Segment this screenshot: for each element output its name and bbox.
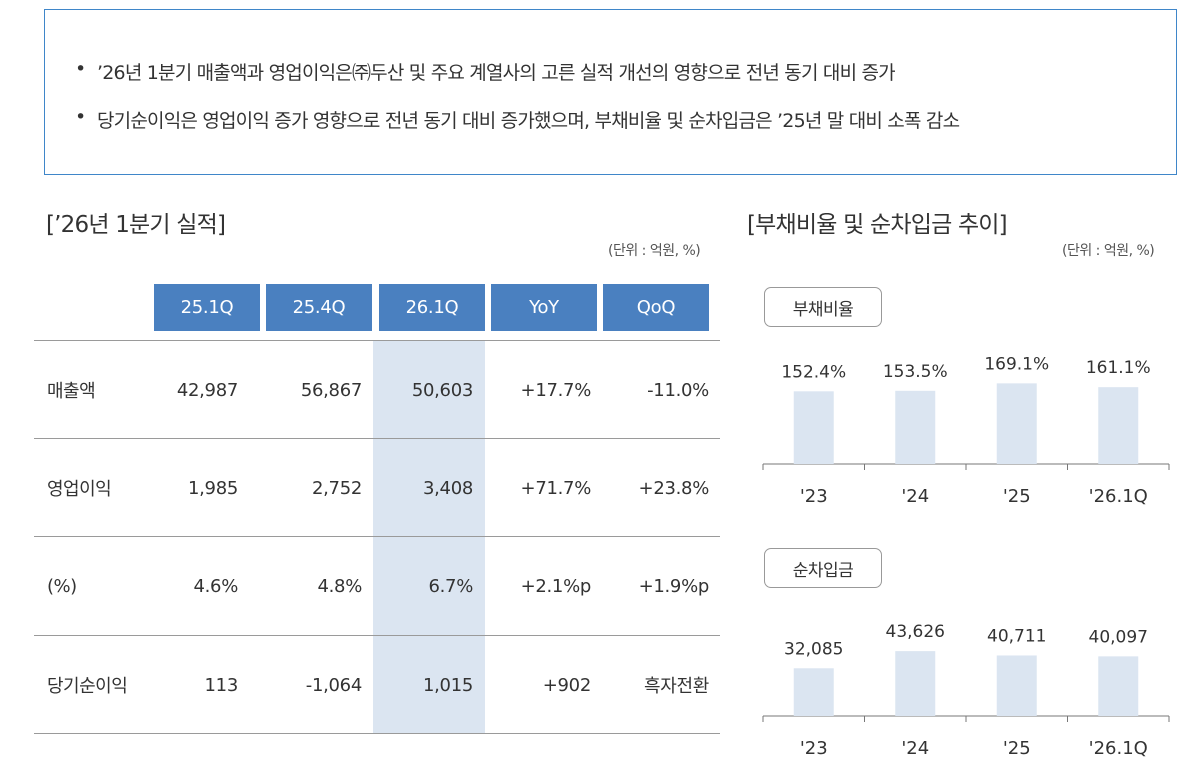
highlight-column (373, 341, 485, 733)
cell: +2.1%p (520, 575, 592, 597)
bar (793, 391, 834, 464)
cell: 3,408 (422, 477, 473, 499)
x-tick-label: '26.1Q (1089, 486, 1148, 507)
trend-unit: (단위 : 억원, %) (1062, 243, 1155, 259)
bar (1098, 656, 1139, 716)
table-row: (%) 4.6% 4.8% 6.7% +2.1%p +1.9%p (0, 537, 720, 635)
summary-text: ’26년 1분기 매출액과 영업이익은㈜두산 및 주요 계열사의 고른 실적 개… (97, 62, 896, 84)
x-tick-label: '26.1Q (1089, 738, 1148, 759)
bar (996, 383, 1037, 464)
divider (34, 536, 720, 537)
debt-ratio-pill: 부채비율 (764, 287, 882, 327)
x-tick-label: '23 (800, 486, 828, 507)
cell: 1,985 (187, 477, 238, 499)
data-label: 40,711 (987, 626, 1046, 646)
col-header-qoq: QoQ (603, 284, 709, 331)
cell: +902 (542, 674, 592, 696)
row-label: 매출액 (47, 381, 96, 402)
bar (895, 390, 936, 464)
cell: +71.7% (520, 477, 592, 499)
row-label: (%) (47, 575, 77, 597)
data-label: 152.4% (781, 362, 846, 382)
cell: +23.8% (638, 477, 710, 499)
row-label: 영업이익 (47, 479, 112, 500)
bar (996, 655, 1037, 716)
col-header-25-1q: 25.1Q (154, 284, 260, 331)
divider (34, 733, 720, 734)
data-label: 161.1% (1086, 358, 1151, 378)
data-label: 169.1% (984, 354, 1049, 374)
cell: +17.7% (520, 379, 592, 401)
cell: +1.9%p (638, 575, 710, 597)
table-row: 당기순이익 113 -1,064 1,015 +902 흑자전환 (0, 636, 720, 734)
cell: -11.0% (647, 379, 709, 401)
cell: -1,064 (305, 674, 363, 696)
x-tick-label: '23 (800, 738, 828, 759)
cell: 113 (204, 674, 239, 696)
bullet: • (75, 58, 86, 80)
trend-title: [부채비율 및 순차입금 추이] (747, 212, 1008, 238)
data-label: 43,626 (886, 622, 945, 642)
x-tick-label: '24 (901, 486, 929, 507)
summary-text: 당기순이익은 영업이익 증가 영향으로 전년 동기 대비 증가했으며, 부채비율… (97, 110, 960, 132)
col-header-yoy: YoY (491, 284, 597, 331)
summary-list: • ’26년 1분기 매출액과 영업이익은㈜두산 및 주요 계열사의 고른 실적 … (75, 58, 960, 132)
cell: 4.6% (193, 575, 238, 597)
table-row: 영업이익 1,985 2,752 3,408 +71.7% +23.8% (0, 439, 720, 537)
cell: 50,603 (411, 379, 473, 401)
data-label: 153.5% (883, 362, 948, 382)
divider (34, 635, 720, 636)
bar (1098, 387, 1139, 464)
results-title: [’26년 1분기 실적] (46, 212, 226, 238)
bullet: • (75, 106, 86, 128)
divider (34, 340, 720, 341)
row-label: 당기순이익 (47, 676, 128, 697)
x-tick-label: '25 (1003, 486, 1031, 507)
col-header-26-1q: 26.1Q (379, 284, 485, 331)
data-label: 32,085 (784, 639, 843, 659)
cell: 1,015 (422, 674, 473, 696)
cell: 흑자전환 (643, 676, 709, 697)
results-unit: (단위 : 억원, %) (608, 243, 701, 259)
col-header-25-4q: 25.4Q (266, 284, 372, 331)
divider (34, 438, 720, 439)
data-label: 40,097 (1089, 627, 1148, 647)
cell: 6.7% (428, 575, 473, 597)
cell: 4.8% (317, 575, 362, 597)
debt-ratio-chart: 152.4% '23 153.5% '24 169.1% '25 161.1% '26.1Q (762, 354, 1170, 507)
x-tick-label: '24 (901, 738, 929, 759)
bar (895, 651, 936, 716)
x-tick-label: '25 (1003, 738, 1031, 759)
table-row: 매출액 42,987 56,867 50,603 +17.7% -11.0% (0, 341, 720, 439)
cell: 56,867 (300, 379, 362, 401)
cell: 2,752 (311, 477, 362, 499)
net-debt-chart: 32,085 '23 43,626 '24 40,711 '25 40,097 '26.1Q (762, 622, 1170, 759)
summary-item: • 당기순이익은 영업이익 증가 영향으로 전년 동기 대비 증가했으며, 부채비… (75, 106, 960, 132)
cell: 42,987 (176, 379, 238, 401)
bar (793, 668, 834, 716)
summary-item: • ’26년 1분기 매출액과 영업이익은㈜두산 및 주요 계열사의 고른 실적 … (75, 58, 959, 84)
net-debt-pill: 순차입금 (764, 548, 882, 588)
summary-box: • ’26년 1분기 매출액과 영업이익은㈜두산 및 주요 계열사의 고른 실적 … (44, 9, 1177, 175)
